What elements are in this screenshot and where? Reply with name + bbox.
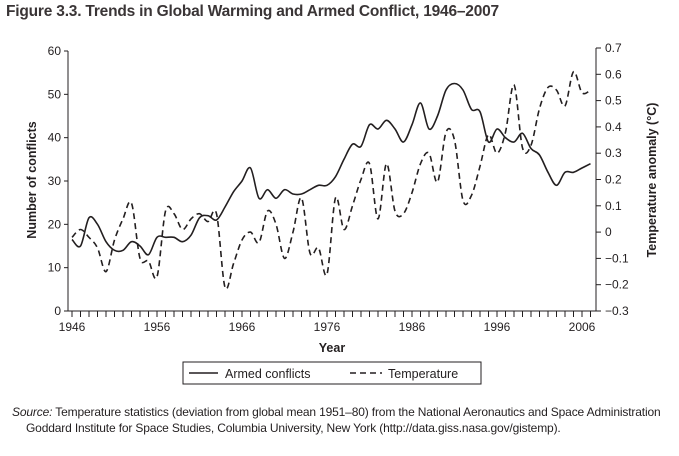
x-tick-label: 1966 <box>229 320 256 334</box>
y2-tick-label: 0.7 <box>605 41 622 55</box>
source-note: Source: Temperature statistics (deviatio… <box>12 405 679 436</box>
y-tick-label: 40 <box>48 131 62 145</box>
y-tick-label: 50 <box>48 87 62 101</box>
x-tick-label: 1956 <box>144 320 171 334</box>
y-tick-label: 10 <box>48 261 62 275</box>
y2-axis-label: Temperature anomaly (°C) <box>645 103 659 258</box>
y2-tick-label: 0.3 <box>605 146 622 160</box>
y-tick-label: 20 <box>48 217 62 231</box>
legend-label-temperature: Temperature <box>388 367 458 381</box>
y2-tick-label: −0.2 <box>605 278 629 292</box>
y2-tick-label: 0.4 <box>605 120 622 134</box>
figure-title: Figure 3.3. Trends in Global Warming and… <box>6 3 499 20</box>
legend-box <box>182 361 482 385</box>
y-tick-label: 0 <box>54 304 61 318</box>
y2-tick-label: 0.1 <box>605 199 622 213</box>
x-tick-label: 1976 <box>314 320 341 334</box>
series-lines <box>71 70 591 290</box>
legend: Armed conflicts Temperature <box>182 361 482 385</box>
y2-tick-label: 0.2 <box>605 173 622 187</box>
chart: 0 10 20 30 40 50 60 −0.3 −0.2 −0.1 0 0.1 0.2 0.3 0.4 0.… <box>25 41 659 385</box>
y-tick-label: 30 <box>48 174 62 188</box>
y2-tick-label: 0.6 <box>605 67 622 81</box>
series-line-temperature <box>71 70 591 290</box>
x-tick-label: 1996 <box>484 320 511 334</box>
y2-tick-label: −0.1 <box>605 251 629 265</box>
source-label: Source: <box>12 405 53 419</box>
source-text: Temperature statistics (deviation from g… <box>26 405 661 435</box>
y-tick-label: 60 <box>48 44 62 58</box>
x-tick-label: 2006 <box>569 320 596 334</box>
y2-tick-label: 0 <box>605 225 612 239</box>
axes: 0 10 20 30 40 50 60 −0.3 −0.2 −0.1 0 0.1 0.2 0.3 0.4 0.… <box>48 41 629 334</box>
y2-tick-label: −0.3 <box>605 304 629 318</box>
x-axis-label: Year <box>319 341 346 355</box>
x-tick-label: 1946 <box>59 320 86 334</box>
x-tick-label: 1986 <box>399 320 426 334</box>
legend-label-armed-conflicts: Armed conflicts <box>225 367 310 381</box>
y2-tick-label: 0.5 <box>605 94 622 108</box>
y-axis-label: Number of conflicts <box>25 121 39 238</box>
